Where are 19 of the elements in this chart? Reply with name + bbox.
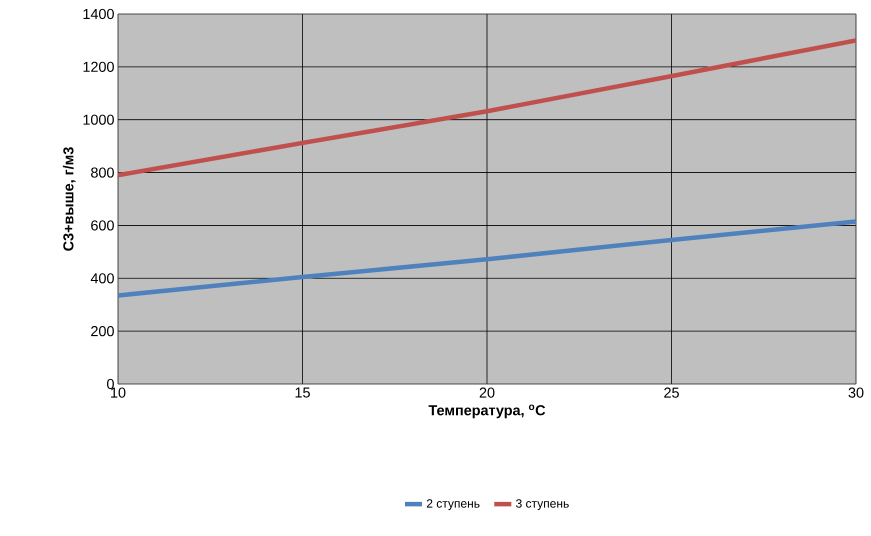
x-tick-label: 30 (848, 388, 864, 398)
line-series (118, 219, 856, 298)
y-tick-label: 600 (91, 220, 114, 231)
x-tick-label: 25 (664, 388, 679, 398)
y-tick-label: 400 (90, 273, 114, 284)
y-tick-label: 0 (107, 378, 114, 390)
y-tick-label: 800 (91, 167, 114, 178)
y-tick-label: 200 (91, 326, 114, 336)
y-tick-label: 1000 (84, 114, 114, 125)
x-tick-label: 20 (480, 388, 494, 398)
legend-label: 2 ступень (426, 499, 480, 510)
y-axis-title: С3+выше, г/м3 (62, 147, 76, 251)
y-tick-label: 1200 (84, 62, 114, 72)
y-tick-label: 1400 (84, 8, 114, 20)
x-tick-label: 10 (111, 388, 126, 398)
x-tick-label: 15 (296, 388, 310, 398)
line-series (118, 38, 856, 178)
legend-label: 3 ступень (516, 499, 569, 510)
x-axis-title: Температура, $^{o}$С (428, 404, 546, 418)
